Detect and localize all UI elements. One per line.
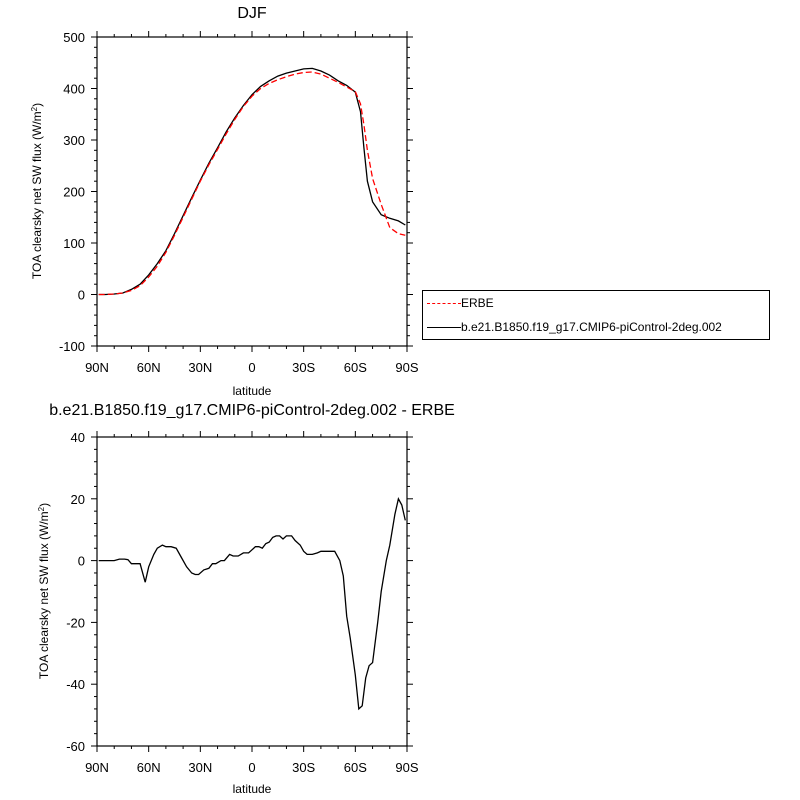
y-tick-label: 200 (63, 185, 85, 200)
y-tick-label: 0 (78, 288, 85, 303)
top-chart-title: DJF (237, 5, 267, 22)
x-tick-label: 90S (395, 760, 418, 775)
top-chart-y-axis: -100 0 100 200 300 400 500 (59, 30, 413, 354)
model-series-line (98, 67, 406, 296)
x-tick-label: 60N (137, 760, 161, 775)
bottom-chart-y-axis: -60 -40 -20 0 20 40 (66, 430, 413, 754)
y-tick-label: 500 (63, 30, 85, 45)
top-chart-frame (96, 36, 408, 347)
x-tick-label: 30S (292, 760, 315, 775)
y-tick-label: 400 (63, 82, 85, 97)
top-chart-series (98, 67, 406, 296)
x-tick-label: 30N (188, 360, 212, 375)
x-tick-label: 0 (248, 360, 255, 375)
y-tick-label: 20 (71, 492, 85, 507)
legend-swatch-dashed (427, 303, 461, 304)
x-tick-label: 60S (344, 760, 367, 775)
bottom-chart-series (98, 496, 406, 711)
y-tick-label: 100 (63, 236, 85, 251)
x-tick-label: 0 (248, 760, 255, 775)
legend-label: ERBE (461, 296, 494, 310)
erbe-series-line (98, 71, 406, 296)
legend-swatch-solid (427, 327, 461, 328)
legend: ERBE b.e21.B1850.f19_g17.CMIP6-piControl… (422, 290, 770, 340)
top-chart: DJF -100 0 100 200 300 400 500 90N 60N 30N 0 30S 60… (30, 5, 419, 398)
y-tick-label: 40 (71, 430, 85, 445)
top-chart-ylabel: TOA clearsky net SW flux (W/m2) (30, 103, 45, 279)
bottom-chart-frame (96, 436, 408, 747)
y-tick-label: 300 (63, 133, 85, 148)
x-tick-label: 90N (85, 360, 109, 375)
model-series-line (98, 496, 406, 711)
y-tick-label: -100 (59, 339, 85, 354)
y-tick-label: -40 (66, 677, 85, 692)
y-tick-label: -20 (66, 615, 85, 630)
bottom-chart-x-axis: 90N 60N 30N 0 30S 60S 90S (85, 431, 419, 775)
top-chart-xlabel: latitude (233, 384, 272, 398)
top-chart-x-axis: 90N 60N 30N 0 30S 60S 90S (85, 31, 419, 375)
y-tick-label: 0 (78, 554, 85, 569)
x-tick-label: 60S (344, 360, 367, 375)
x-tick-label: 60N (137, 360, 161, 375)
bottom-chart-ylabel: TOA clearsky net SW flux (W/m2) (37, 503, 52, 679)
bottom-chart-title: b.e21.B1850.f19_g17.CMIP6-piControl-2deg… (49, 402, 455, 419)
y-tick-label: -60 (66, 739, 85, 754)
x-tick-label: 90S (395, 360, 418, 375)
legend-label: b.e21.B1850.f19_g17.CMIP6-piControl-2deg… (461, 320, 722, 334)
x-tick-label: 30S (292, 360, 315, 375)
x-tick-label: 30N (188, 760, 212, 775)
x-tick-label: 90N (85, 760, 109, 775)
bottom-chart: b.e21.B1850.f19_g17.CMIP6-piControl-2deg… (37, 402, 455, 796)
bottom-chart-xlabel: latitude (233, 782, 272, 796)
